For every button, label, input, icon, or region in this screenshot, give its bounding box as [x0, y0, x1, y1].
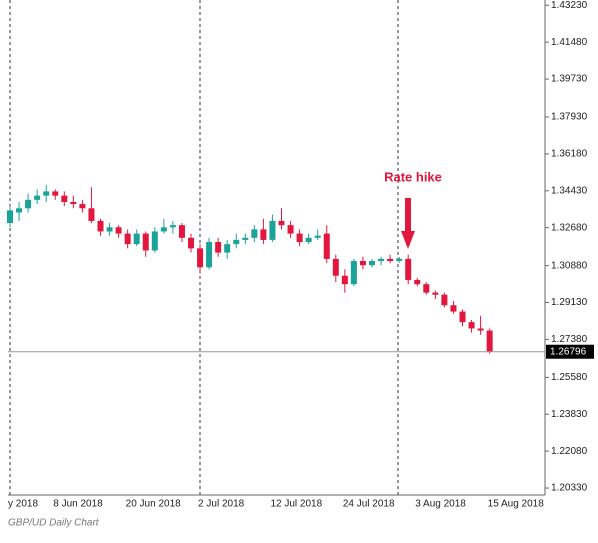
candle-body: [61, 195, 68, 202]
candle-body: [296, 233, 303, 243]
candle-body: [197, 248, 204, 268]
candle-body: [387, 258, 394, 261]
y-tick-label: 1.39730: [551, 74, 588, 85]
candle-body: [369, 260, 375, 266]
x-tick-label: y 2018: [8, 499, 38, 510]
candle-body: [106, 227, 113, 232]
candle-body: [378, 258, 385, 261]
candle-body: [52, 191, 59, 196]
candle-body: [151, 231, 158, 251]
candle-body: [350, 260, 357, 285]
candle-body: [215, 242, 222, 253]
x-tick-label: 12 Jul 2018: [270, 499, 322, 510]
candle-body: [97, 220, 104, 232]
candle-body: [341, 275, 348, 285]
candle-body: [423, 284, 430, 293]
candle-body: [305, 237, 312, 243]
y-tick-label: 1.36180: [551, 149, 588, 160]
candle-body: [278, 220, 285, 226]
y-tick-label: 1.30880: [551, 260, 588, 271]
candle-body: [188, 237, 194, 249]
x-tick-label: 3 Aug 2018: [415, 499, 466, 510]
y-tick-label: 1.22080: [551, 446, 588, 457]
y-tick-label: 1.41480: [551, 37, 588, 48]
rate-hike-arrow: [401, 198, 415, 249]
y-tick-label: 1.43230: [551, 0, 588, 11]
candle-body: [70, 201, 77, 205]
candle-body: [160, 227, 167, 232]
candle-body: [459, 311, 466, 323]
y-tick-label: 1.37930: [551, 112, 588, 123]
candle-body: [269, 220, 276, 240]
candle-body: [16, 208, 23, 213]
candle-body: [242, 237, 249, 240]
candle-body: [43, 191, 50, 196]
candle-body: [133, 233, 140, 245]
candle-body: [25, 199, 32, 209]
x-tick-label: 15 Aug 2018: [488, 499, 545, 510]
candle-body: [178, 225, 185, 238]
y-tick-label: 1.25580: [551, 372, 588, 383]
candle-body: [405, 258, 412, 280]
candle-body: [287, 225, 294, 234]
candle-body: [441, 294, 448, 306]
y-tick-label: 1.34430: [551, 185, 588, 196]
candle-body: [396, 258, 403, 261]
candle-body: [224, 244, 231, 253]
candle-body: [79, 204, 86, 209]
candle-body: [477, 328, 484, 331]
candle-body: [468, 322, 475, 329]
candle-body: [251, 229, 258, 238]
candle-body: [323, 233, 330, 259]
candle-body: [169, 225, 176, 228]
candle-body: [34, 195, 41, 200]
y-tick-label: 1.23830: [551, 409, 588, 420]
annotation: Rate hike: [384, 169, 442, 184]
last-price-label: 1.26796: [550, 346, 587, 357]
candle-body: [206, 242, 213, 268]
candle-body: [332, 258, 339, 276]
candle-body: [115, 227, 122, 234]
y-tick-label: 1.29130: [551, 297, 588, 308]
candle-body: [359, 260, 366, 266]
candle-body: [233, 239, 240, 245]
candle-body: [450, 305, 457, 312]
candle-body: [142, 233, 149, 251]
last-price-box: [546, 344, 594, 359]
candle-body: [260, 229, 267, 240]
x-tick-label: 20 Jun 2018: [126, 499, 181, 510]
x-tick-label: 2 Jul 2018: [198, 499, 245, 510]
candle-body: [7, 210, 13, 224]
y-tick-label: 1.27380: [551, 334, 588, 345]
candle-body: [414, 279, 421, 285]
y-tick-label: 1.32680: [551, 222, 588, 233]
y-tick-label: 1.20330: [551, 483, 588, 494]
candle-body: [486, 330, 493, 352]
caption: GBP/UD Daily Chart: [8, 518, 100, 529]
candle-body: [432, 292, 439, 295]
x-tick-label: 8 Jun 2018: [53, 499, 103, 510]
candle-body: [124, 233, 131, 245]
x-tick-label: 24 Jul 2018: [343, 499, 395, 510]
arrow-head: [401, 231, 415, 249]
candle-body: [88, 208, 95, 221]
arrow-shaft: [405, 198, 411, 232]
candle-body: [314, 235, 321, 238]
